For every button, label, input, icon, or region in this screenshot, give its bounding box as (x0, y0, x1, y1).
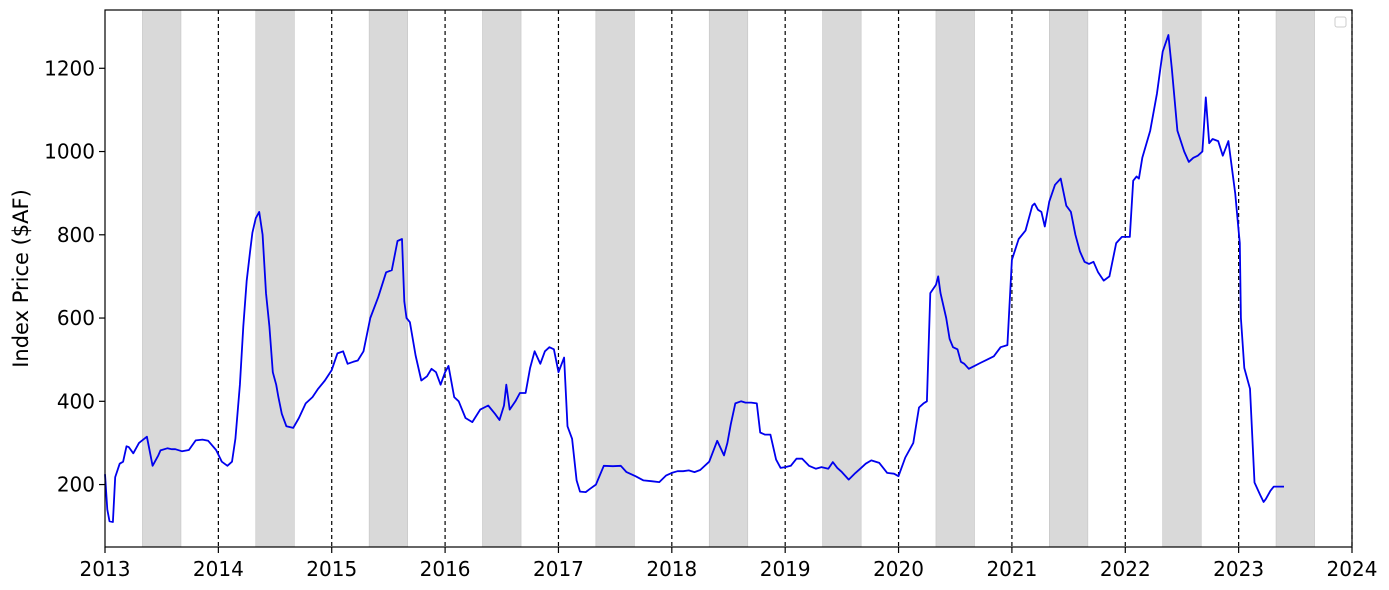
x-tick-label: 2017 (533, 557, 584, 581)
x-tick-label: 2013 (80, 557, 131, 581)
y-axis: 200 400 600 800 1000 1200 (44, 56, 105, 497)
plot-frame (104, 9, 1353, 548)
shaded-period-3 (368, 9, 408, 548)
y-tick-label: 1200 (44, 56, 95, 80)
shaded-period-4 (482, 9, 522, 548)
y-tick-label: 200 (57, 473, 95, 497)
shaded-period-1 (142, 9, 182, 548)
x-tick-label: 2020 (873, 557, 924, 581)
shaded-period-7 (822, 9, 862, 548)
y-tick-label: 1000 (44, 140, 95, 164)
x-tick-label: 2022 (1100, 557, 1151, 581)
y-tick-label: 800 (57, 223, 95, 247)
x-tick-label: 2024 (1327, 557, 1378, 581)
shaded-period-5 (595, 9, 635, 548)
x-axis: 2013 2014 2015 2016 2017 2018 2019 2020 2021 2022… (80, 547, 1378, 581)
x-tick-label: 2021 (986, 557, 1037, 581)
x-tick-label: 2023 (1213, 557, 1264, 581)
y-tick-label: 600 (57, 306, 95, 330)
data-series (104, 34, 1284, 523)
y-axis-title: Index Price ($AF) (9, 189, 33, 368)
shaded-period-6 (708, 9, 749, 548)
y-tick-label: 400 (57, 389, 95, 413)
x-tick-label: 2019 (760, 557, 811, 581)
shaded-period-8 (935, 9, 975, 548)
shaded-period-11 (1275, 9, 1315, 548)
shaded-period-10 (1162, 9, 1202, 548)
x-tick-label: 2018 (646, 557, 697, 581)
x-tick-label: 2016 (420, 557, 471, 581)
series-line (104, 34, 1284, 523)
shaded-period-2 (255, 9, 295, 548)
x-tick-label: 2014 (193, 557, 244, 581)
legend-box (1334, 16, 1347, 28)
x-tick-label: 2015 (306, 557, 357, 581)
shaded-period-9 (1049, 9, 1089, 548)
shaded-periods (142, 9, 1315, 548)
